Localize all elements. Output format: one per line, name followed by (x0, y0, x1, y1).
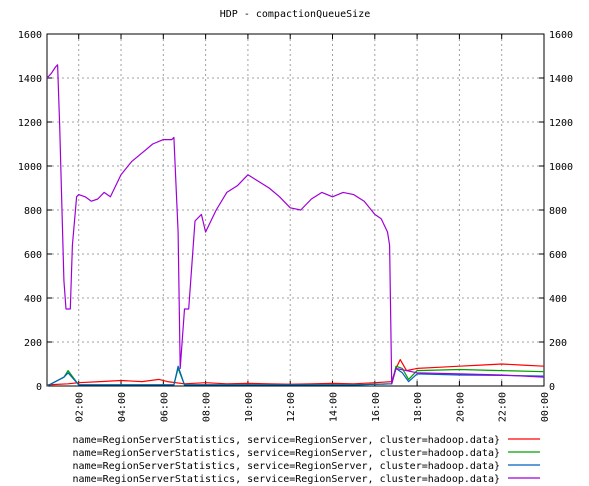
legend-label-2: name=RegionServerStatistics, service=Reg… (73, 448, 500, 459)
x-tick-label: 16:00 (371, 392, 382, 422)
y-tick-label-left: 1000 (18, 162, 42, 173)
legend: name=RegionServerStatistics, service=Reg… (73, 435, 540, 485)
legend-label-3: name=RegionServerStatistics, service=Reg… (73, 461, 500, 472)
y-tick-label-left: 0 (36, 382, 42, 393)
y-tick-label-right: 200 (549, 338, 567, 349)
x-tick-label: 06:00 (159, 392, 170, 422)
y-tick-label-left: 200 (24, 338, 42, 349)
y-tick-label-left: 600 (24, 250, 42, 261)
y-tick-label-right: 800 (549, 206, 567, 217)
x-tick-label: 02:00 (75, 392, 86, 422)
series-line-1 (47, 360, 544, 385)
axes: 0 0 200 200 400 400 600 600 800 800 1000 1000 1200 12… (18, 30, 573, 422)
x-tick-label: 18:00 (413, 392, 424, 422)
series-lines (47, 65, 544, 386)
chart-title: HDP - compactionQueueSize (220, 9, 371, 20)
series-line-2 (47, 366, 544, 386)
y-tick-label-left: 400 (24, 294, 42, 305)
grid (47, 34, 544, 386)
plot-frame (47, 34, 544, 386)
x-tick-label: 04:00 (117, 392, 128, 422)
y-tick-label-right: 0 (549, 382, 555, 393)
series-line-4 (47, 65, 544, 384)
y-tick-label-left: 800 (24, 206, 42, 217)
x-tick-label: 22:00 (498, 392, 509, 422)
y-tick-label-right: 1000 (549, 162, 573, 173)
y-tick-label-left: 1600 (18, 30, 42, 41)
y-tick-label-right: 1400 (549, 74, 573, 85)
y-tick-label-right: 400 (549, 294, 567, 305)
x-tick-label: 00:00 (540, 392, 551, 422)
y-tick-label-left: 1200 (18, 118, 42, 129)
y-tick-label-right: 1200 (549, 118, 573, 129)
x-tick-label: 08:00 (202, 392, 213, 422)
y-tick-label-right: 1600 (549, 30, 573, 41)
legend-label-4: name=RegionServerStatistics, service=Reg… (73, 474, 500, 485)
x-tick-label: 12:00 (286, 392, 297, 422)
x-tick-label: 10:00 (244, 392, 255, 422)
y-tick-label-right: 600 (549, 250, 567, 261)
legend-label-1: name=RegionServerStatistics, service=Reg… (73, 435, 500, 446)
x-tick-label: 14:00 (329, 392, 340, 422)
y-tick-label-left: 1400 (18, 74, 42, 85)
x-tick-label: 20:00 (455, 392, 466, 422)
